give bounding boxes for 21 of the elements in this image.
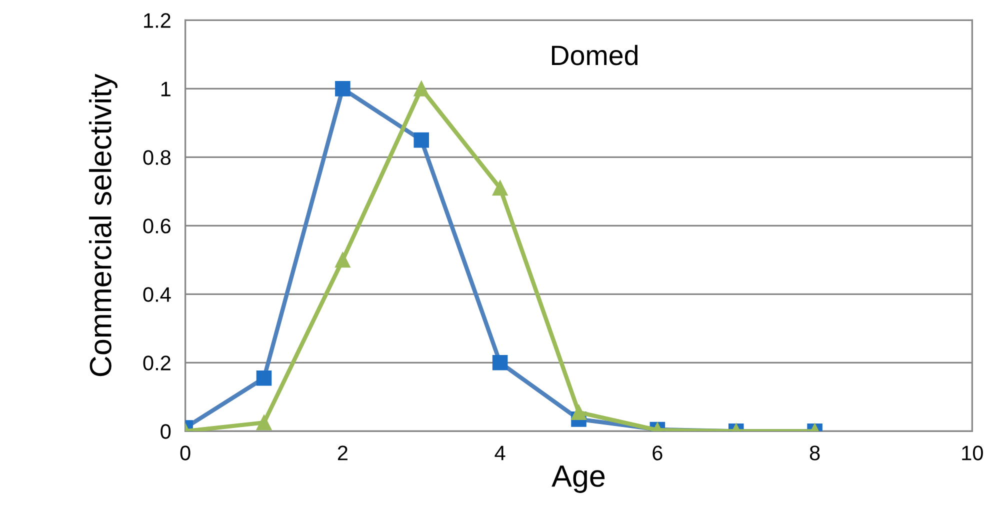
x-tick-label: 2 — [338, 446, 348, 460]
point — [335, 81, 350, 96]
y-tick-label: 0.2 — [143, 356, 170, 370]
point — [492, 180, 508, 196]
y-tick-label: 1 — [161, 82, 170, 96]
annotation: Domed — [552, 44, 638, 66]
y-tick-label: 0.6 — [143, 218, 171, 234]
point — [414, 81, 430, 96]
y-tick-label: 0 — [160, 424, 171, 439]
x-tick-label: 6 — [652, 446, 662, 460]
point — [335, 252, 350, 268]
y-tick-label: 0.4 — [143, 287, 171, 302]
x-tick-label: 4 — [494, 446, 506, 460]
x-axis-title: Age — [552, 466, 605, 493]
y-tick-label: 0.8 — [143, 150, 171, 165]
x-tick-label: 0 — [180, 446, 190, 460]
x-tick-label: 8 — [810, 446, 820, 460]
y-axis-title: Commercial selectivity — [88, 74, 118, 376]
x-tick-label: 10 — [962, 446, 983, 460]
y-tick-label: 1.2 — [144, 13, 170, 28]
point — [414, 132, 430, 148]
